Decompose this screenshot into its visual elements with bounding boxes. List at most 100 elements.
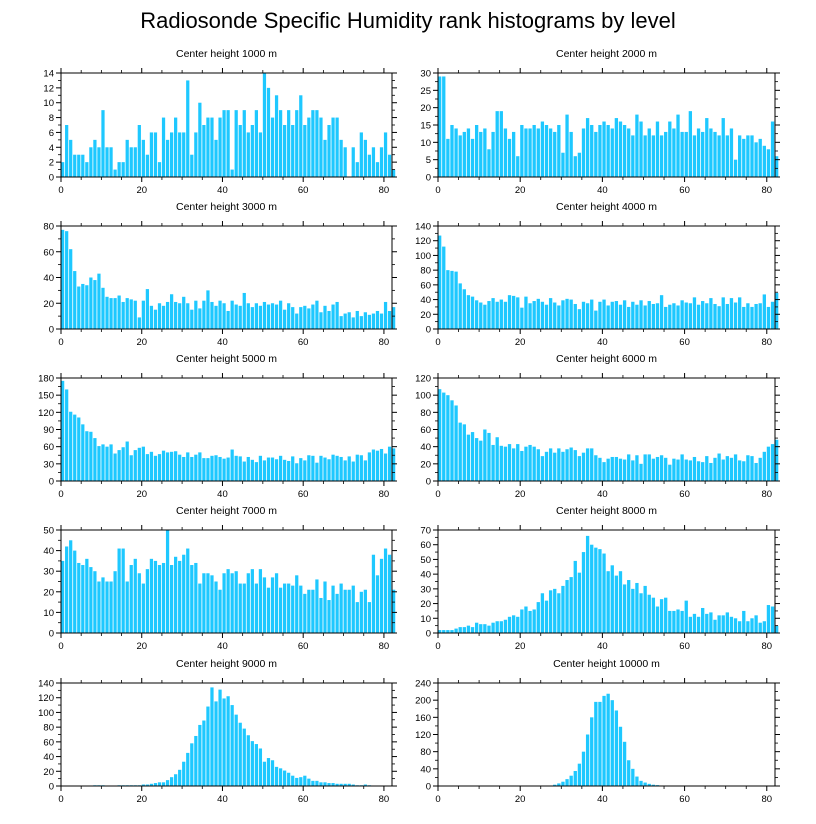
histogram-bar [165,139,170,177]
histogram-bar [590,125,594,177]
chart-panel: Center height 2000 m 0 5 10 15 20 25 30 0 20 40 60 8… [420,48,780,196]
panel-title: Center height 5000 m [176,353,277,365]
histogram-bar [383,301,388,329]
x-tick-label: 80 [761,641,772,652]
histogram-bar [532,125,536,177]
histogram-bar [234,571,238,633]
histogram-bar [73,154,77,177]
histogram-bar [97,581,101,633]
histogram-bar [503,301,508,329]
histogram-bar [270,577,275,633]
histogram-bar [766,446,771,481]
histogram-bar [733,454,738,481]
histogram-bar [713,619,717,633]
y-tick-label: 8 [49,113,54,124]
histogram-bar [392,589,396,633]
histogram-bar [713,457,717,481]
histogram-bar [274,573,279,633]
histogram-bar [479,440,483,481]
histogram-bar [602,695,606,787]
histogram-bar [262,761,267,786]
histogram-bar [214,701,218,786]
histogram-bar [524,296,528,329]
histogram-bar [169,777,174,786]
histogram-bar [194,735,198,786]
histogram-bar [105,446,109,481]
histogram-bar [61,162,65,177]
y-tick-label: 0 [49,477,54,488]
histogram-bar [190,743,194,786]
histogram-bar [581,452,586,481]
histogram-bar [495,111,499,177]
histogram-bar [536,298,540,329]
histogram-bar [548,448,553,481]
histogram-bar [676,609,680,633]
histogram-bar [631,460,635,481]
histogram-bar [516,156,520,177]
histogram-bar [692,135,697,177]
histogram-bar [454,628,458,633]
histogram-bar [544,125,549,177]
histogram-bar [594,310,598,329]
histogram-bar [266,304,271,329]
histogram-bar [487,432,491,481]
histogram-bar [643,782,647,786]
histogram-bar [149,783,154,786]
histogram-bar [182,296,186,329]
histogram-bar [495,301,499,329]
histogram-bar [174,117,178,177]
histogram-bar [242,583,246,633]
histogram-bar [149,132,154,177]
histogram-bar [299,777,303,786]
histogram-bar [246,303,250,329]
histogram-bar [594,547,598,633]
histogram-bar [598,457,602,481]
histogram-bar [283,309,287,329]
histogram-bar [676,305,680,329]
histogram-bar [680,300,684,329]
histogram-bar [577,572,582,633]
histogram-bar [270,303,275,329]
histogram-bar [287,772,291,786]
histogram-bar [622,300,627,329]
histogram-bar [758,457,762,481]
y-tick-label: 180 [38,374,54,385]
histogram-bar [202,720,206,786]
y-tick-label: 70 [420,526,431,537]
histogram-bar [238,305,242,329]
histogram-bar [606,125,610,177]
histogram-bar [581,552,586,633]
histogram-bar [266,587,271,633]
histogram-bar [266,457,271,481]
y-tick-label: 50 [43,526,54,537]
histogram-bar [573,303,577,329]
histogram-bar [643,585,647,633]
histogram-bar [438,630,442,633]
histogram-bar [85,285,89,329]
x-tick-label: 40 [597,641,608,652]
histogram-bar [93,438,97,481]
histogram-bar [371,554,376,633]
histogram-bar [594,131,598,177]
histogram-bar [701,131,705,177]
histogram-bar [246,735,250,786]
histogram-bar [291,125,295,177]
histogram-bar [101,444,105,481]
histogram-bar [303,125,307,177]
histogram-bar [315,579,319,633]
histogram-bar [524,128,528,177]
histogram-bar [307,308,311,329]
x-tick-label: 40 [217,337,228,348]
histogram-bar [655,606,660,633]
histogram-bar [483,624,487,633]
histogram-bar [258,569,263,633]
histogram-bar [343,460,347,481]
histogram-bar [705,118,709,177]
histogram-bar [371,449,376,481]
histogram-bar [746,135,750,177]
histogram-bar [169,132,174,177]
y-tick-label: 200 [415,696,431,707]
y-tick-label: 0 [426,629,431,640]
histogram-bar [347,456,351,481]
histogram-bar [585,448,590,481]
